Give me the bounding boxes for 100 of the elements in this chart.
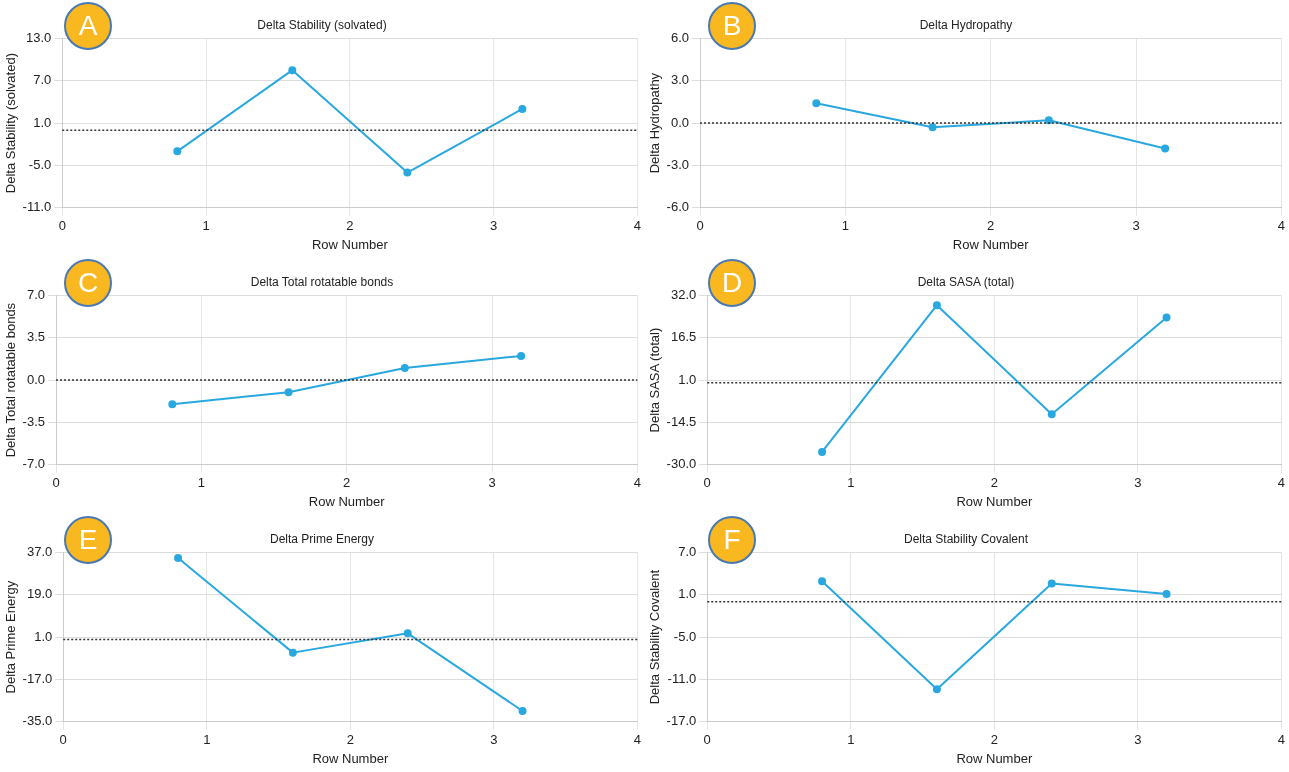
x-axis-title: Row Number [312,750,389,766]
x-tick-label: 3 [1132,218,1140,234]
y-tick-label: 16.5 [670,329,697,345]
x-tick-label: 2 [343,475,351,491]
chart-title: Delta Total rotatable bonds [250,274,394,289]
y-tick-label: -7.0 [22,456,45,472]
x-tick-label: 1 [203,732,211,748]
x-tick-label: 2 [987,218,995,234]
y-tick-label: 37.0 [26,543,53,559]
point [288,648,297,657]
y-tick-label: -35.0 [22,713,53,729]
x-axis-title: Row Number [311,236,389,252]
y-tick-label: 32.0 [670,286,697,302]
y-tick-label: 0.0 [670,114,689,130]
point [928,123,937,132]
y-tick-label: -3.5 [22,414,45,430]
point [1161,144,1170,153]
x-tick-label: 0 [59,732,67,748]
x-tick-label: 3 [488,475,496,491]
x-tick-label: 1 [841,218,849,234]
point [403,629,412,638]
x-tick-label: 0 [696,218,704,234]
point [174,554,183,563]
y-tick-label: 19.0 [26,586,53,602]
point [168,400,177,409]
y-tick-label: -14.5 [666,414,697,430]
circle-badge: E [64,516,112,564]
circle-badge: B [708,2,756,50]
y-tick-label: 13.0 [25,29,52,45]
y-tick-label: -17.0 [22,671,53,687]
y-axis-title: Delta Stability (solvated) [3,53,19,194]
x-tick-label: 4 [633,475,641,491]
x-tick-label: 2 [346,732,354,748]
x-tick-label: 4 [633,732,641,748]
point [1047,579,1056,588]
x-tick-label: 4 [1277,218,1285,234]
point [818,447,827,456]
y-axis-title: Delta Stability Covalent [647,569,663,705]
y-tick-label: -30.0 [666,456,697,472]
chart-title: Delta Stability (solvated) [257,17,387,32]
point [1162,313,1171,322]
point [288,66,297,75]
point [518,706,527,715]
point [932,685,941,694]
point [517,351,526,360]
x-tick-label: 0 [52,475,60,491]
point [1162,590,1171,599]
y-tick-label: 7.0 [33,72,52,88]
x-axis-title: Row Number [956,750,1033,766]
y-tick-label: -5.0 [673,628,697,644]
y-tick-label: 3.5 [26,329,45,345]
chart-title: Delta Prime Energy [269,531,375,546]
y-tick-label: -11.0 [667,671,697,687]
y-axis-title: Delta Total rotatable bonds [3,302,19,458]
x-tick-label: 3 [1134,732,1142,748]
circle-badge: D [708,259,756,307]
y-axis-title: Delta Hydropathy [647,72,663,174]
point [403,168,412,177]
x-tick-label: 0 [703,475,711,491]
x-axis-title: Row Number [956,493,1033,509]
y-tick-label: 1.0 [678,586,697,602]
y-tick-label: 1.0 [34,628,53,644]
x-tick-label: 2 [990,475,998,491]
y-axis-title: Delta SASA (total) [647,327,663,433]
x-tick-label: 2 [346,218,354,234]
point [1044,116,1053,125]
x-tick-label: 0 [703,732,711,748]
chart-title: Delta SASA (total) [917,274,1015,289]
point [284,388,293,397]
x-tick-label: 3 [489,218,498,234]
x-axis-title: Row Number [308,493,386,509]
chart-title: Delta Stability Covalent [903,531,1029,546]
x-tick-label: 4 [633,218,641,234]
point [818,577,827,586]
circle-badge: C [64,259,112,307]
circle-badge: A [64,2,112,50]
x-tick-label: 4 [1277,732,1285,748]
y-tick-label: 0.0 [26,371,45,387]
y-tick-label: -6.0 [666,199,689,215]
point [400,364,409,372]
chart-title: Delta Hydropathy [919,17,1013,32]
y-tick-label: 1.0 [33,114,52,130]
y-tick-label: -17.0 [666,713,697,729]
point [932,301,941,310]
x-tick-label: 1 [202,218,210,234]
x-tick-label: 1 [847,475,855,491]
y-tick-label: -11.0 [22,199,52,215]
x-tick-label: 4 [1277,475,1285,491]
y-axis-title: Delta Prime Energy [3,580,19,694]
x-tick-label: 1 [847,732,855,748]
y-tick-label: -5.0 [28,157,52,173]
y-tick-label: 7.0 [678,543,697,559]
point [518,104,527,113]
y-tick-label: -3.0 [666,157,689,173]
x-tick-label: 0 [58,218,66,234]
point [173,147,182,156]
point [1047,410,1056,419]
y-tick-label: 6.0 [670,29,689,45]
circle-badge: F [708,516,756,564]
y-tick-label: 1.0 [678,371,697,387]
